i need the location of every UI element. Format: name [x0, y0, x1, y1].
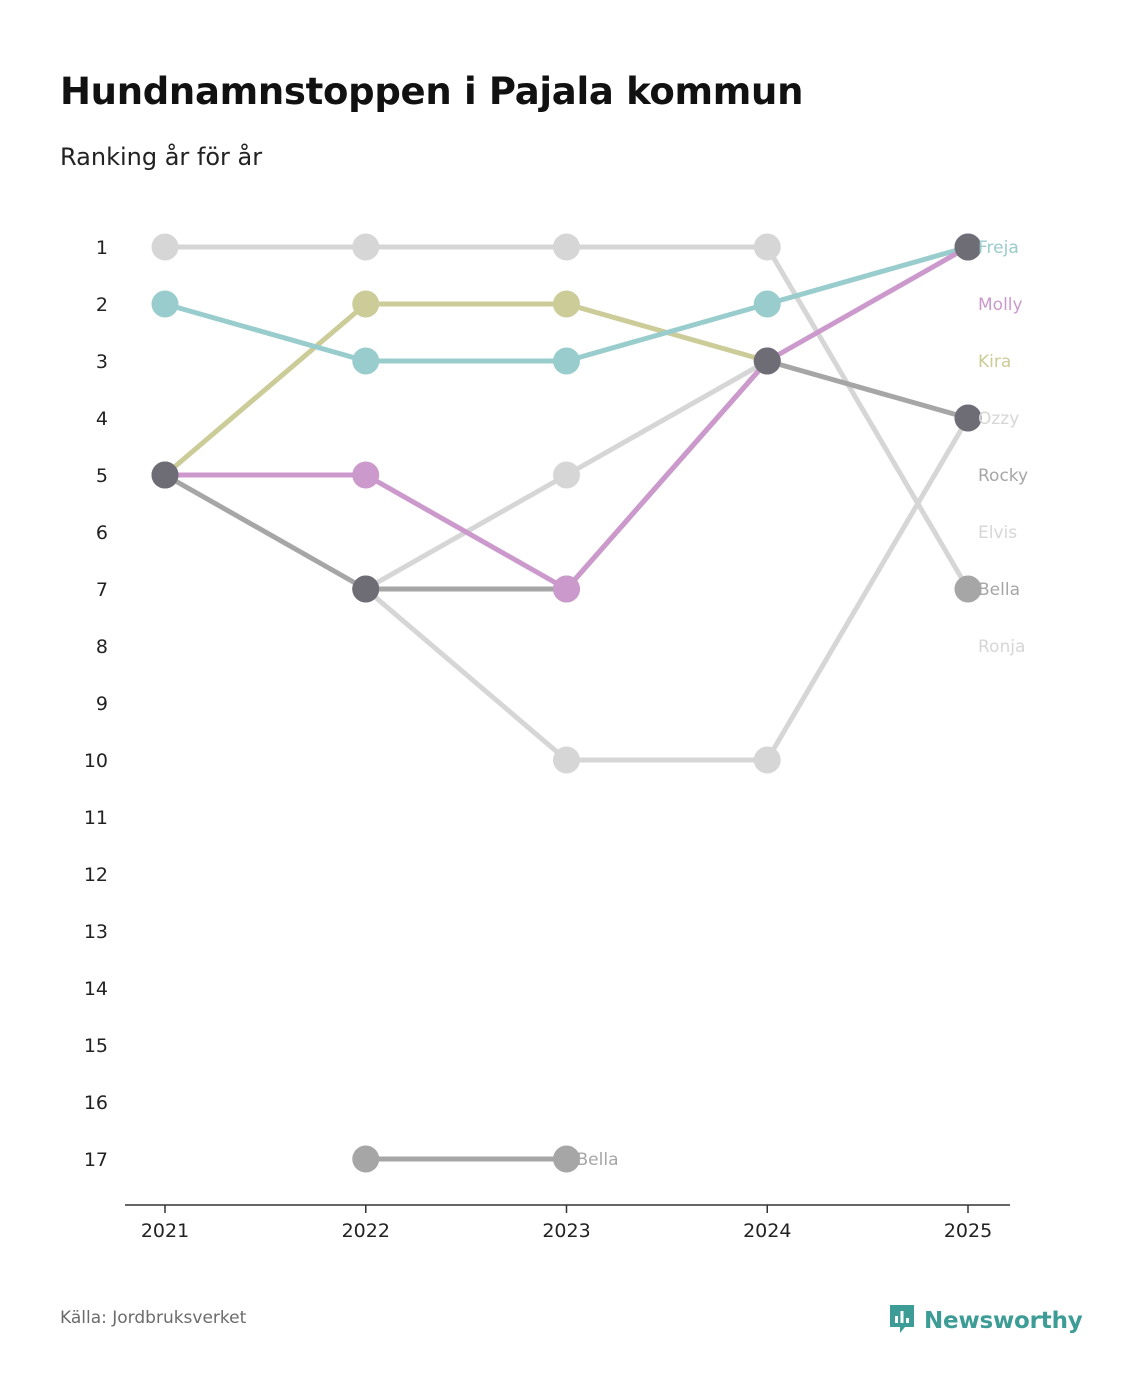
series-points [151, 233, 982, 1173]
y-tick-label: 15 [84, 1035, 108, 1057]
y-tick-label: 8 [96, 636, 108, 658]
x-axis-ticks: 2021 2022 2023 2024 2025 [141, 1205, 992, 1242]
y-tick-label: 10 [84, 750, 108, 772]
point-ronja [753, 233, 781, 261]
point-ronja [553, 233, 580, 261]
point-ronja [352, 233, 380, 261]
series-label-freja: Freja [978, 238, 1019, 258]
series-label-ozzy: Ozzy [978, 409, 1019, 429]
point-freja [352, 347, 380, 375]
point-bella [352, 1145, 380, 1173]
highlight-point [954, 233, 982, 261]
point-molly [553, 575, 580, 603]
series-label-rocky: Rocky [978, 466, 1028, 486]
brand-logo[interactable]: Newsworthy [888, 1303, 1083, 1339]
point-ronja [151, 233, 179, 261]
y-tick-label: 1 [96, 237, 108, 259]
point-freja [553, 347, 580, 375]
point-bella [954, 575, 982, 603]
x-tick-label: 2024 [743, 1220, 791, 1242]
chart-subtitle: Ranking år för år [60, 143, 263, 171]
y-tick-label: 14 [84, 978, 108, 1000]
y-tick-label: 16 [84, 1092, 108, 1114]
point-kira [553, 290, 580, 318]
series-label-ronja: Ronja [978, 637, 1025, 657]
series-label-bella: Bella [577, 1150, 619, 1170]
highlight-point [352, 575, 380, 603]
source-note: Källa: Jordbruksverket [60, 1308, 247, 1328]
highlight-point [753, 347, 781, 375]
y-tick-label: 3 [96, 351, 108, 373]
series-label-kira: Kira [978, 352, 1011, 372]
point-elvis [753, 746, 781, 774]
highlight-point [954, 404, 982, 432]
series-labels: Ronja Elvis Ozzy Kira Freja Bella Rocky Molly Be… [577, 238, 1029, 1170]
y-tick-label: 7 [96, 579, 108, 601]
point-kira [352, 290, 380, 318]
series-label-molly: Molly [978, 295, 1023, 315]
point-freja [151, 290, 179, 318]
y-tick-label: 5 [96, 465, 108, 487]
point-molly [352, 461, 380, 489]
y-tick-label: 9 [96, 693, 108, 715]
point-freja [753, 290, 781, 318]
y-tick-label: 17 [84, 1149, 108, 1171]
chart-title: Hundnamnstoppen i Pajala kommun [60, 70, 804, 113]
y-tick-label: 13 [84, 921, 108, 943]
newsworthy-logo-icon [888, 1303, 916, 1339]
series-lines [163, 244, 971, 1162]
series-line-elvis [364, 416, 971, 763]
x-tick-label: 2023 [542, 1220, 590, 1242]
x-tick-label: 2021 [141, 1220, 189, 1242]
x-tick-label: 2022 [342, 1220, 390, 1242]
series-label-elvis: Elvis [978, 523, 1017, 543]
x-tick-label: 2025 [944, 1220, 992, 1242]
point-ozzy [553, 461, 580, 489]
y-tick-label: 6 [96, 522, 108, 544]
point-bella [553, 1145, 580, 1173]
y-tick-label: 4 [96, 408, 108, 430]
y-tick-label: 11 [84, 807, 108, 829]
brand-name: Newsworthy [924, 1308, 1083, 1334]
y-tick-label: 2 [96, 294, 108, 316]
y-tick-label: 12 [84, 864, 108, 886]
point-elvis [553, 746, 580, 774]
highlight-point [151, 461, 179, 489]
series-label-bella: Bella [978, 580, 1020, 600]
